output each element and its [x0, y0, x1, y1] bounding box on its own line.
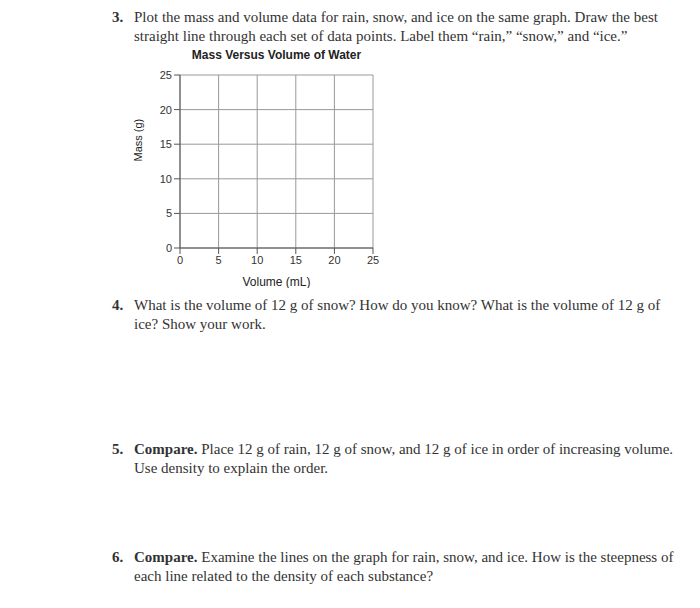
html-text:4.: 4. [112, 297, 124, 313]
html-text:Mass Versus Volume of Water: Mass Versus Volume of Water [191, 48, 362, 62]
svg-text:5: 5 [166, 207, 172, 219]
svg-text:Volume (mL): Volume (mL) [242, 275, 310, 288]
svg-text:Mass (g): Mass (g) [132, 119, 144, 162]
svg-text:15: 15 [160, 138, 172, 150]
html-text:3.: 3. [112, 9, 124, 25]
html-text:6.: 6. [112, 549, 124, 565]
svg-text:10: 10 [251, 254, 263, 266]
svg-text:15: 15 [290, 254, 302, 266]
html-text:Compare. Examine the lines on: Compare. Examine the lines on the graph … [134, 549, 674, 584]
html-text:5.: 5. [112, 441, 124, 457]
html-text:What is the volume of 12 g of: What is the volume of 12 g of snow? How … [134, 297, 661, 332]
html-text:Plot the mass and volume data: Plot the mass and volume data for rain, … [134, 9, 658, 44]
svg-text:20: 20 [328, 254, 340, 266]
svg-text:20: 20 [160, 104, 172, 116]
html-text:Compare. Place 12 g of rain, 1: Compare. Place 12 g of rain, 12 g of sno… [134, 441, 673, 476]
svg-text:25: 25 [367, 254, 379, 266]
svg-text:5: 5 [216, 254, 222, 266]
svg-text:0: 0 [166, 242, 172, 254]
svg-text:10: 10 [160, 173, 172, 185]
svg-text:0: 0 [177, 254, 183, 266]
svg-text:25: 25 [160, 69, 172, 81]
